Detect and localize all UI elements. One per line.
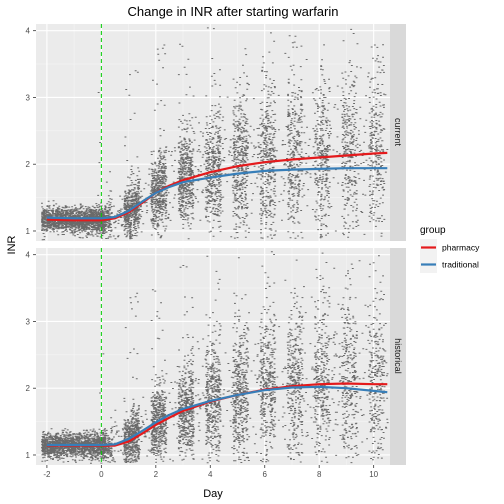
scatter-point-cloud [41,251,389,464]
x-tick-label: 6 [263,470,268,479]
legend-label-traditional: traditional [442,260,479,270]
y-tick-label: 4 [26,251,31,260]
y-tick-label: 2 [26,160,31,169]
y-tick-label: 3 [26,93,31,102]
panel-current: current 1 2 3 4 [26,24,406,241]
legend-label-pharmacy: pharmacy [442,243,480,253]
gridlines [36,248,390,465]
smooth-lines [46,151,388,222]
x-axis-title: Day [203,488,223,500]
x-tick-label: 2 [154,470,159,479]
smooth-line-traditional [46,167,388,220]
x-tick-label: -2 [43,470,51,479]
legend: group pharmacy traditional [420,225,480,273]
x-tick-label: 8 [317,470,322,479]
panel-historical: historical 1 2 3 4 [26,248,406,465]
legend-entries: pharmacy traditional [420,239,480,273]
facet-strip [390,24,406,241]
legend-title: group [420,225,446,236]
x-tick-label: 10 [369,470,378,479]
y-tick-label: 1 [26,451,31,460]
facet-strip-label: historical [393,338,403,374]
x-axis-ticks: -2 0 2 4 6 8 10 [43,465,379,479]
facet-strip [390,248,406,465]
x-tick-label: 0 [99,470,104,479]
y-axis-title: INR [6,235,18,254]
smooth-line-pharmacy [46,151,388,222]
smooth-lines [46,382,388,447]
scatter-points [41,251,389,464]
chart-title: Change in INR after starting warfarin [128,4,339,19]
x-tick-label: 4 [208,470,213,479]
y-tick-label: 3 [26,317,31,326]
y-tick-label: 1 [26,227,31,236]
y-axis-ticks: 1 2 3 4 [26,251,36,460]
y-tick-label: 4 [26,27,31,36]
smooth-line-traditional [46,385,388,447]
y-axis-ticks: 1 2 3 4 [26,27,36,236]
facet-strip-label: current [393,118,403,147]
y-tick-label: 2 [26,384,31,393]
